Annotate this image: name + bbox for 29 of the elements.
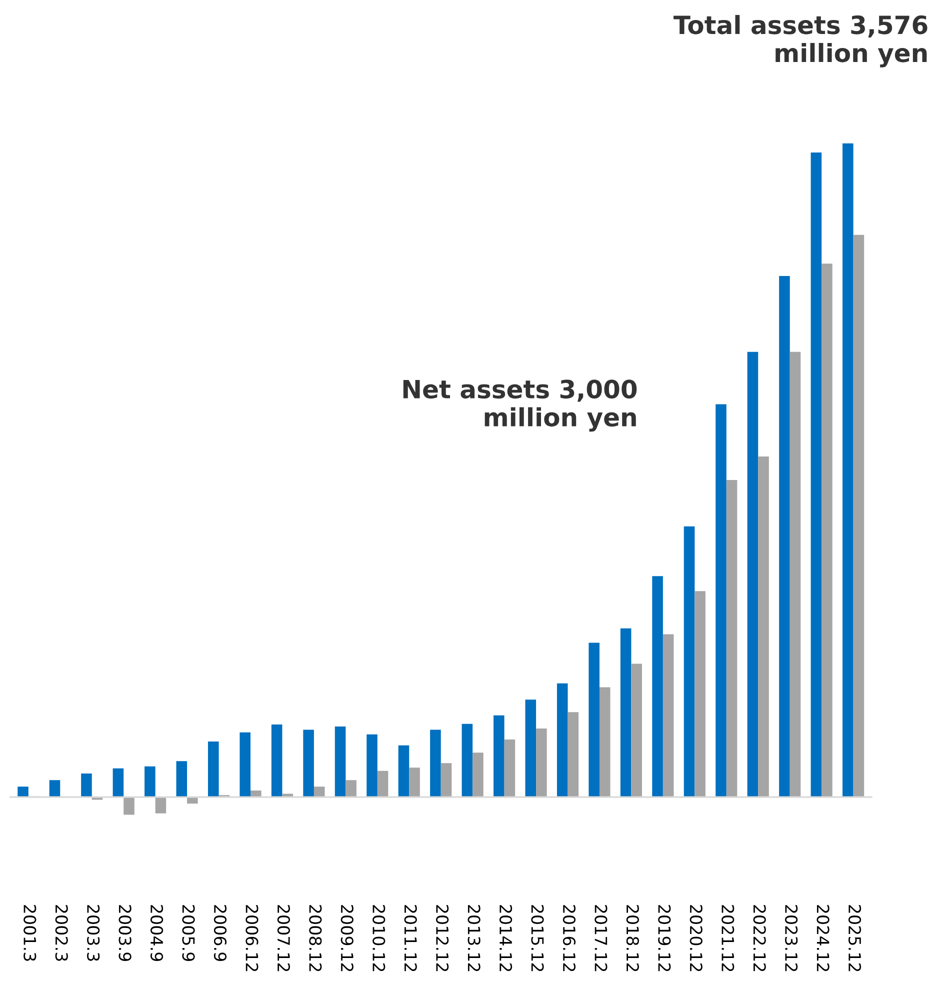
x-tick-label: 2021.12 [722,905,734,972]
x-tick-label: 2018.12 [626,905,639,972]
x-tick-label: 2006.12 [246,905,258,972]
x-tick-label: 2015.12 [531,905,544,972]
x-tick-label: 2013.12 [468,905,480,972]
x-tick-label: 2003.9 [118,905,132,961]
x-tick-label: 2011.12 [404,905,417,972]
x-tick-label: 2023.12 [785,905,798,972]
x-tick-label: 2020.12 [690,905,702,972]
annotation: Net assets 3,000 million yen [403,380,637,432]
x-tick-label: 2012.12 [436,905,449,972]
x-tick-label: 2007.12 [277,905,290,972]
x-tick-label: 2017.12 [594,905,608,972]
x-tick-label: 2006.9 [214,905,227,961]
x-tick-label: 2001.3 [24,905,36,961]
x-tick-label: 2004.9 [150,905,164,961]
x-tick-label: 2008.12 [309,905,322,972]
x-tick-label: 2022.12 [753,905,766,972]
x-tick-label: 2010.12 [372,905,386,972]
x-tick-label: 2025.12 [848,905,862,972]
x-tick-label: 2014.12 [499,905,512,972]
x-tick-label: 2003.3 [87,905,100,961]
text: Total assets 3,576 million yen [674,14,928,68]
x-tick-label: 2019.12 [658,905,671,972]
x-tick-label: 2024.12 [816,905,830,972]
x-tick-label: 2009.12 [340,905,354,972]
x-tick-label: 2005.9 [182,905,195,961]
x-tick-label: 2002.3 [55,905,68,961]
x-tick-label: 2016.12 [562,905,576,972]
